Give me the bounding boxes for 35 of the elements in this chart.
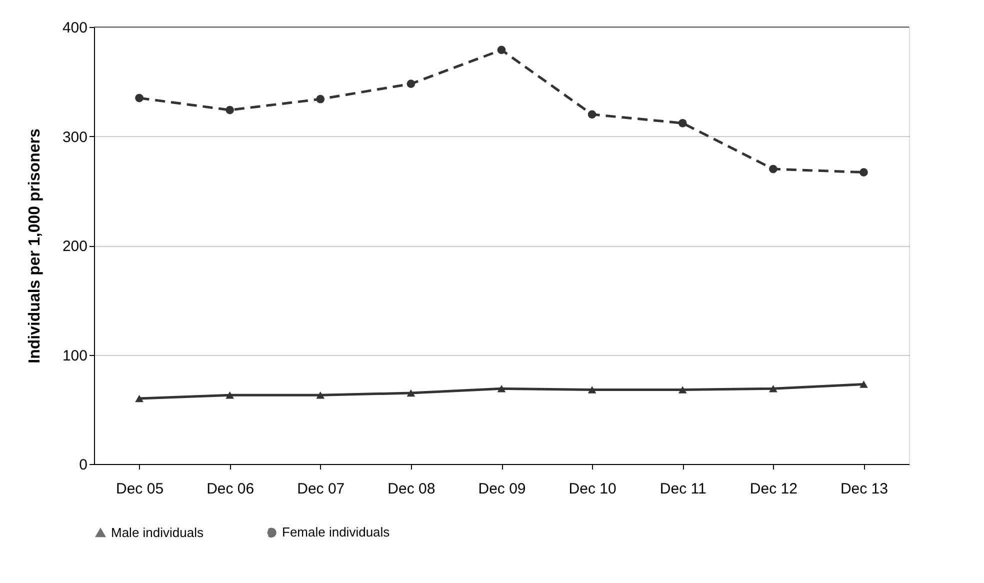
point xyxy=(226,392,234,399)
point xyxy=(406,389,416,397)
point xyxy=(588,386,596,394)
x-tick-label: Dec 05 xyxy=(116,480,164,498)
point xyxy=(226,106,234,114)
point xyxy=(768,384,778,392)
y-tick-label: 100 xyxy=(62,347,88,364)
y-tick-label: 200 xyxy=(62,238,88,255)
point xyxy=(406,80,416,88)
y-tick-label: 300 xyxy=(62,128,88,146)
legend-label: Female individuals xyxy=(282,524,390,540)
point xyxy=(678,118,687,128)
point xyxy=(860,380,868,388)
x-tick-label: Dec 08 xyxy=(388,480,436,498)
x-tick-label: Dec 09 xyxy=(478,480,526,498)
x-tick-label: Dec 12 xyxy=(750,480,798,498)
point xyxy=(316,392,325,399)
x-tick-label: Dec 07 xyxy=(297,480,345,498)
x-tick-label: Dec 10 xyxy=(568,480,616,498)
y-axis-title: Individuals per 1,000 prisoners xyxy=(26,128,44,364)
point xyxy=(135,94,144,102)
point xyxy=(588,110,596,119)
point xyxy=(316,94,325,104)
point xyxy=(497,46,506,54)
point xyxy=(678,386,687,394)
y-tick-label: 0 xyxy=(79,456,88,474)
point xyxy=(768,164,778,174)
x-tick-label: Dec 06 xyxy=(206,480,254,498)
x-tick-label: Dec 11 xyxy=(660,480,706,498)
x-tick-label: Dec 13 xyxy=(840,480,888,498)
point xyxy=(135,394,144,402)
point xyxy=(860,168,868,176)
legend-label: Male individuals xyxy=(111,524,204,540)
y-tick-label: 400 xyxy=(62,20,88,36)
point xyxy=(497,384,506,392)
